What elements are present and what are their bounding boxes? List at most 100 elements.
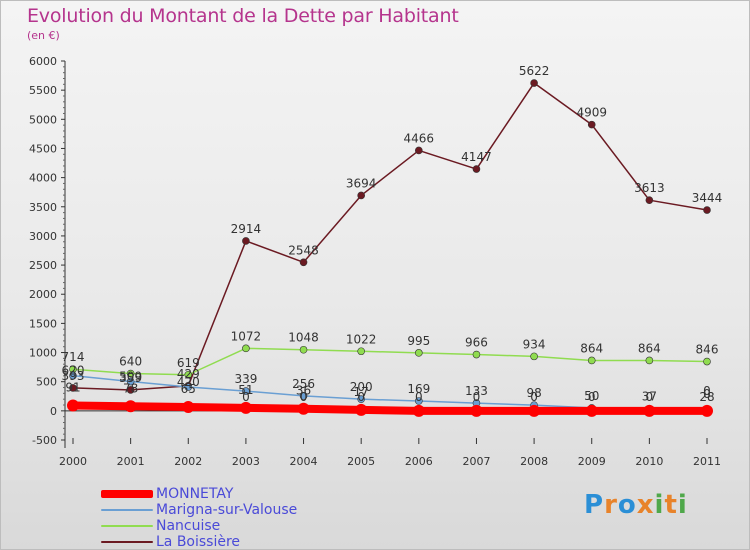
data-label-extra: 0 xyxy=(473,390,481,404)
y-tick-label: 3000 xyxy=(29,230,57,243)
logo-letter: i xyxy=(654,490,665,520)
series-line-nancuise xyxy=(72,347,708,376)
series-line-monnetay xyxy=(69,401,711,415)
data-point xyxy=(415,349,423,357)
x-tick-label: 2011 xyxy=(693,455,721,468)
legend-swatch xyxy=(101,541,153,543)
data-label: 37 xyxy=(642,390,657,404)
legend-label: Nancuise xyxy=(156,518,221,534)
data-point xyxy=(355,403,368,416)
y-tick-label: 5000 xyxy=(29,113,57,126)
data-label: 169 xyxy=(407,382,430,396)
x-tick-label: 2002 xyxy=(174,455,202,468)
data-label-extra: 0 xyxy=(357,390,365,404)
data-label: 934 xyxy=(523,337,546,351)
data-point xyxy=(242,344,250,353)
data-point xyxy=(703,206,711,214)
data-point xyxy=(69,371,77,380)
y-tick-label: 3500 xyxy=(29,201,57,214)
data-label: 51 xyxy=(238,383,253,397)
data-label: 714 xyxy=(62,350,85,364)
data-label: 17 xyxy=(354,385,369,399)
data-point xyxy=(182,401,195,414)
data-label-extra: 0 xyxy=(703,384,711,398)
data-label: 2914 xyxy=(231,222,262,236)
data-label: 864 xyxy=(580,341,603,355)
data-label: 3694 xyxy=(346,176,377,190)
data-point xyxy=(415,146,423,155)
data-point xyxy=(357,347,365,356)
logo-letter: P xyxy=(584,490,605,520)
y-tick-label: 0 xyxy=(50,405,57,418)
data-point xyxy=(242,237,250,245)
data-label: 256 xyxy=(292,377,315,391)
data-point xyxy=(299,392,308,400)
data-point xyxy=(703,357,711,366)
data-point xyxy=(645,196,654,204)
y-tick-label: 4000 xyxy=(29,172,57,185)
data-label: 3613 xyxy=(634,181,665,195)
data-point xyxy=(415,397,423,405)
legend-swatch xyxy=(101,525,153,527)
data-point xyxy=(184,383,193,391)
data-label: 4909 xyxy=(576,106,607,120)
data-point xyxy=(239,401,252,414)
data-label-extra: 0 xyxy=(300,390,308,404)
data-label: 393 xyxy=(62,369,85,383)
x-tick-label: 2009 xyxy=(578,455,606,468)
data-point xyxy=(412,404,425,417)
data-point xyxy=(530,79,538,87)
x-tick-label: 2007 xyxy=(462,455,490,468)
data-label: 2548 xyxy=(288,243,319,257)
data-point xyxy=(69,384,77,392)
legend-swatch xyxy=(101,490,153,498)
data-label: 78 xyxy=(123,381,138,395)
legend-item: MONNETAY xyxy=(101,486,297,502)
data-label: 1048 xyxy=(288,331,319,345)
data-label: 966 xyxy=(465,336,488,350)
data-label: 28 xyxy=(699,390,714,404)
data-label: 200 xyxy=(350,380,373,394)
data-label-extra: 420 xyxy=(177,375,200,389)
data-point xyxy=(299,345,308,354)
data-label-extra: 620 xyxy=(62,364,85,378)
data-label-extra: 0 xyxy=(703,387,711,401)
data-label: 864 xyxy=(638,341,661,355)
x-tick-label: 2005 xyxy=(347,455,375,468)
data-label: 339 xyxy=(234,372,257,386)
y-tick-label: 2500 xyxy=(29,259,57,272)
data-point xyxy=(126,377,135,386)
y-tick-label: 1000 xyxy=(29,347,57,360)
x-tick-label: 2000 xyxy=(59,455,87,468)
data-point xyxy=(587,120,596,129)
x-tick-label: 2006 xyxy=(405,455,433,468)
data-point xyxy=(126,386,135,394)
data-label: 36 xyxy=(296,384,311,398)
data-label: 640 xyxy=(119,355,142,369)
data-point xyxy=(701,404,713,417)
data-label: 65 xyxy=(181,382,196,396)
data-point xyxy=(472,165,481,173)
data-label: 98 xyxy=(526,386,541,400)
data-label: 4147 xyxy=(461,150,492,164)
data-label: 995 xyxy=(407,334,430,348)
y-tick-label: -500 xyxy=(32,434,57,447)
data-point xyxy=(472,350,481,359)
data-label: 1072 xyxy=(231,329,262,343)
data-label: 133 xyxy=(465,384,488,398)
data-point xyxy=(124,400,137,413)
logo-letter: x xyxy=(636,490,655,520)
data-label-extra: 0 xyxy=(242,390,250,404)
legend-item: Marigna-sur-Valouse xyxy=(101,502,297,518)
data-point xyxy=(357,191,365,200)
data-label-extra: 0 xyxy=(415,390,423,404)
x-tick-label: 2004 xyxy=(290,455,318,468)
legend-item: Nancuise xyxy=(101,518,297,534)
y-tick-label: 1500 xyxy=(29,317,57,330)
legend-swatch xyxy=(101,509,153,511)
data-point xyxy=(530,352,538,361)
series-line-la-boissi-re xyxy=(72,82,708,391)
data-label: 846 xyxy=(696,343,719,357)
data-label: 1022 xyxy=(346,332,377,346)
